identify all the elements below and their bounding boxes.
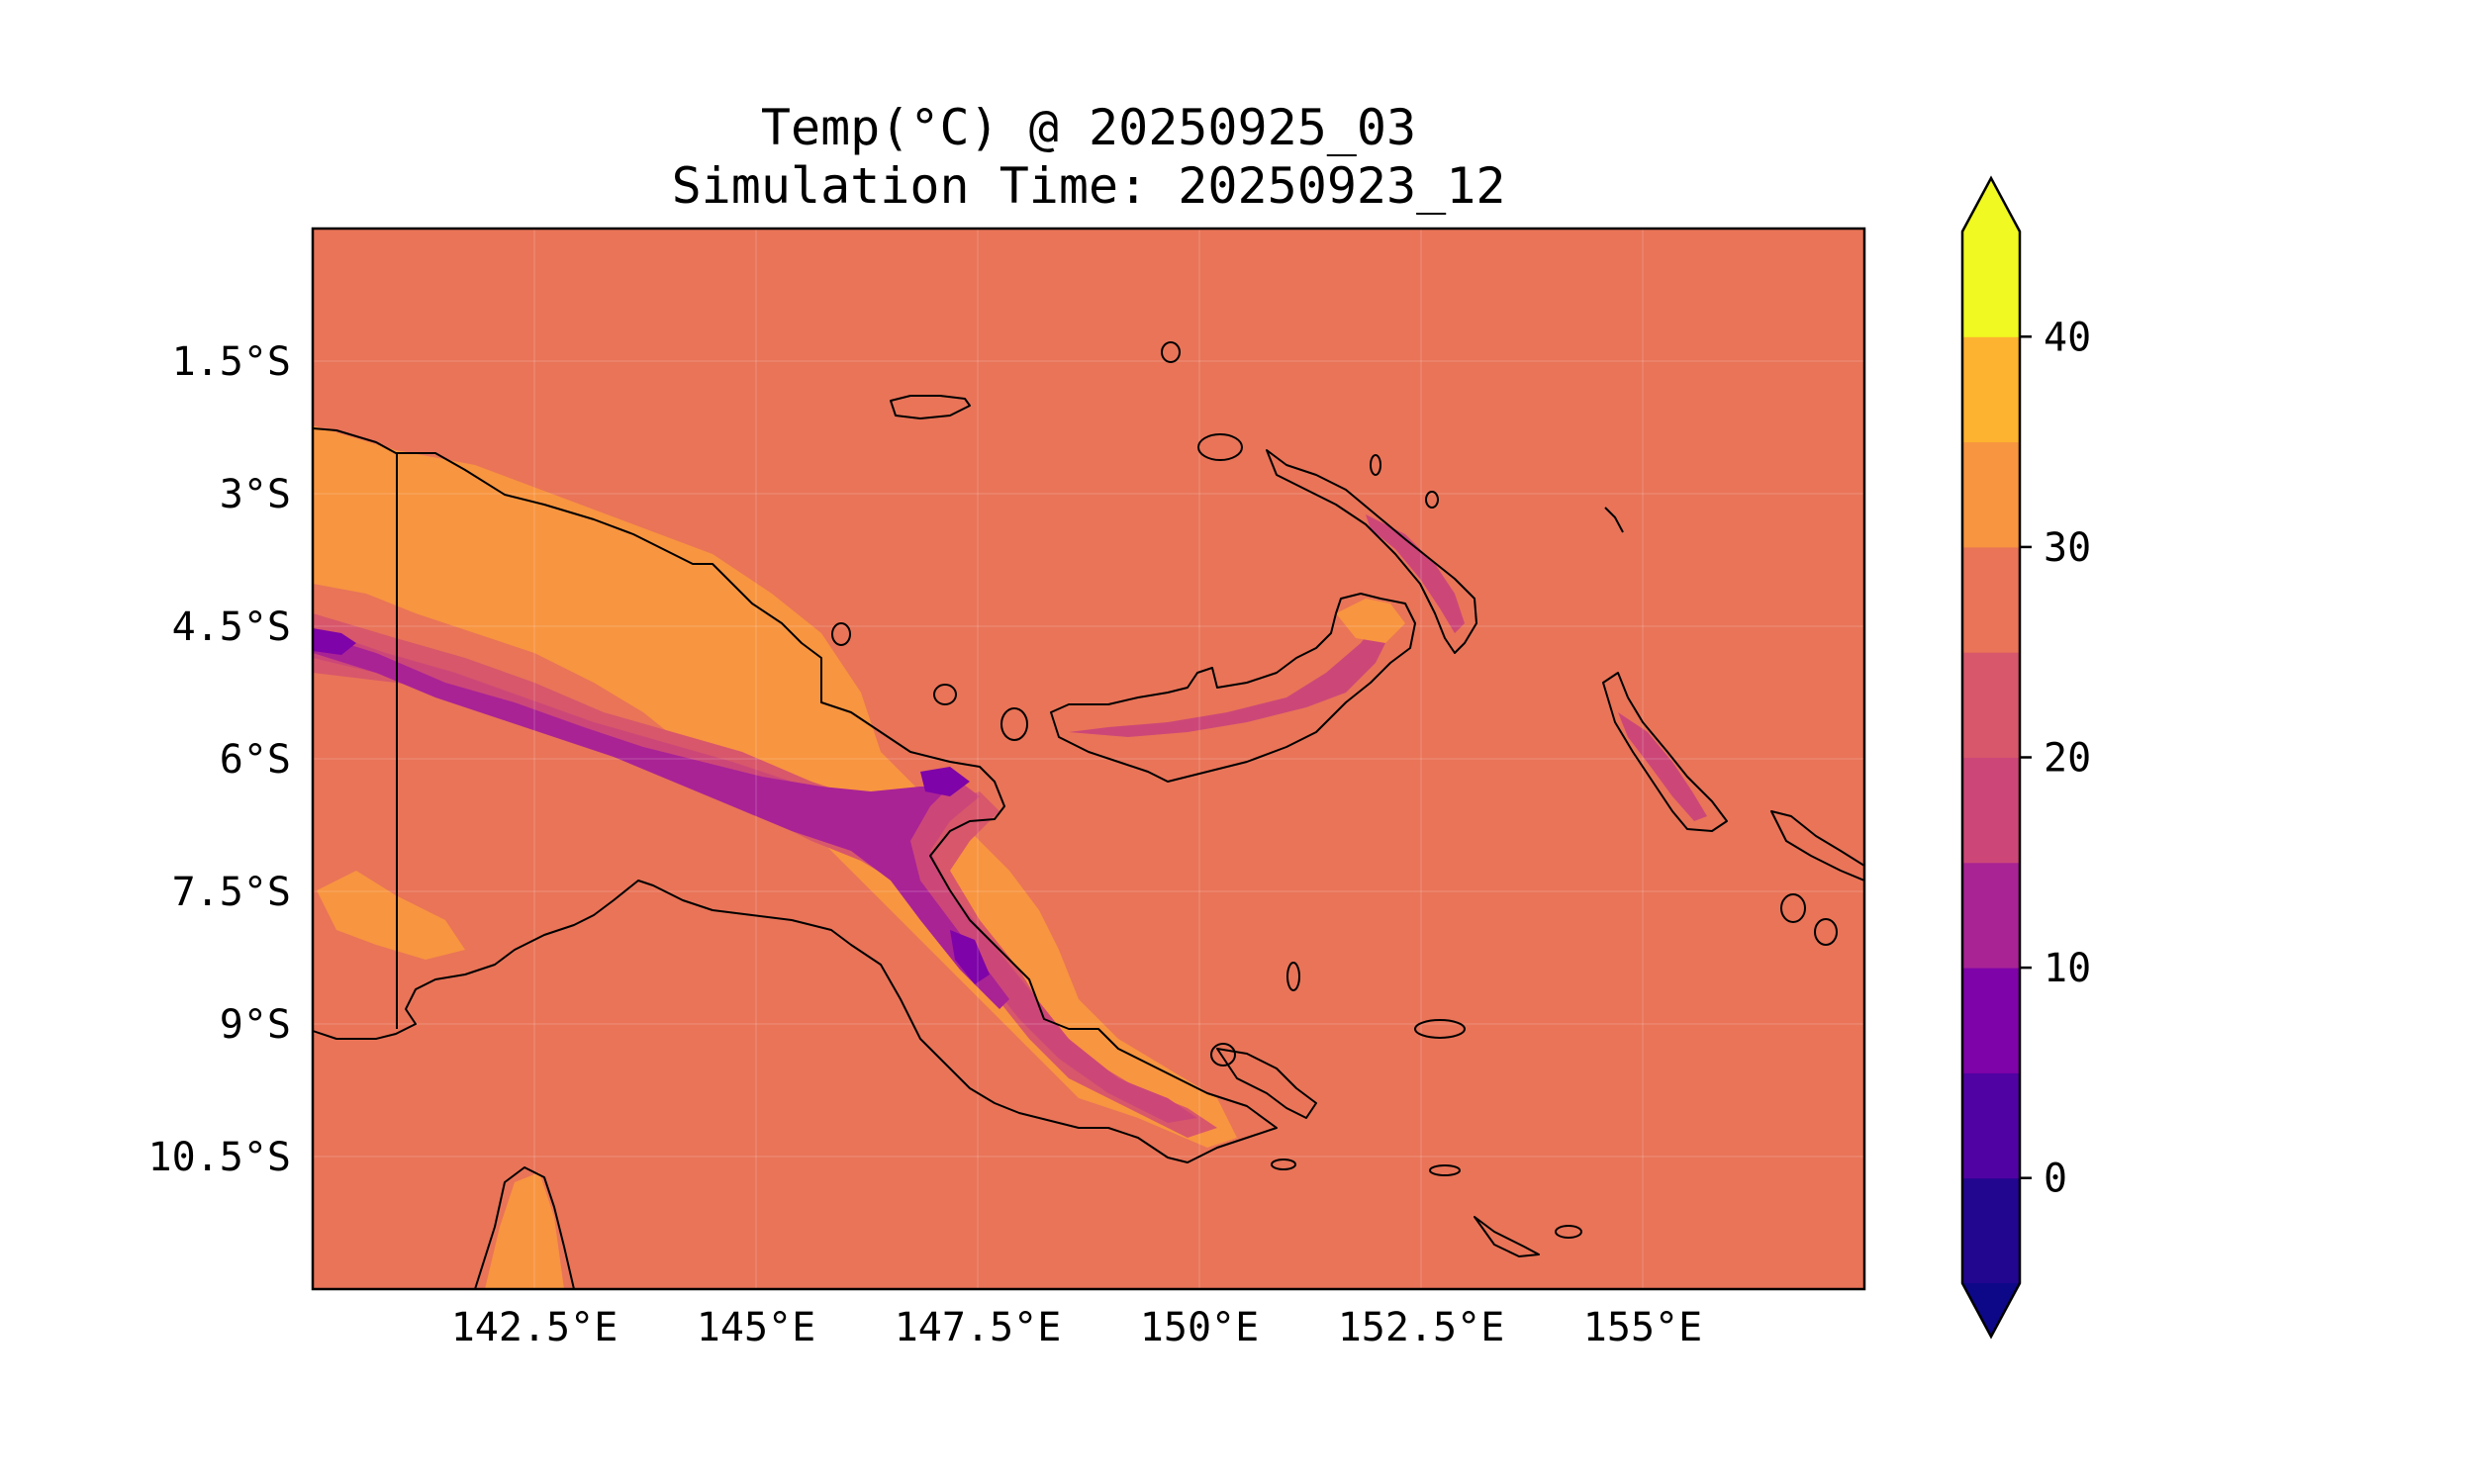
colorbar: 0 10 20 30 40 xyxy=(1960,175,2091,1340)
bougainville-coast xyxy=(1602,672,1728,832)
x-tick-label: 142.5°E xyxy=(451,1305,618,1350)
x-tick-label: 152.5°E xyxy=(1338,1305,1505,1350)
colorbar-segment xyxy=(1962,441,2020,548)
colorbar-outline xyxy=(1960,175,2022,1340)
y-tick-label: 3°S xyxy=(220,472,291,517)
bougainville-temp xyxy=(1618,712,1707,821)
island-2 xyxy=(1197,433,1243,461)
island-5 xyxy=(933,684,957,705)
y-tick-labels: 1.5°S 3°S 4.5°S 6°S 7.5°S 9°S 10.5°S xyxy=(148,339,292,1180)
louisiade-coast xyxy=(1474,1216,1540,1257)
coastlines xyxy=(313,341,1864,1289)
map-title: Temp(°C) @ 20250925_03 xyxy=(760,99,1417,156)
x-tick-label: 155°E xyxy=(1583,1305,1702,1350)
colorbar-tick-label: 0 xyxy=(2044,1157,2067,1202)
colorbar-segment xyxy=(1962,232,2020,337)
newireland-temp xyxy=(1366,514,1465,633)
temp-band-5-10-c xyxy=(950,930,990,984)
map-frame xyxy=(311,227,1866,1291)
island-11 xyxy=(1814,918,1838,946)
x-tick-label: 147.5°E xyxy=(895,1305,1062,1350)
newbritain-coast xyxy=(1050,593,1416,783)
map-background xyxy=(313,229,1864,1289)
island-3 xyxy=(1425,491,1439,509)
manus-coast xyxy=(890,395,971,419)
island-14 xyxy=(1271,1159,1296,1170)
y-tick-label: 9°S xyxy=(220,1002,291,1048)
island-8 xyxy=(1414,1019,1466,1039)
island-6 xyxy=(1000,707,1028,741)
colorbar-tick-label: 10 xyxy=(2044,946,2091,991)
y-tick-label: 10.5°S xyxy=(148,1135,292,1180)
colorbar-segment xyxy=(1962,546,2020,653)
colorbar-segment xyxy=(1962,968,2020,1073)
island-15 xyxy=(1780,893,1806,923)
newguinea-north-coast xyxy=(313,427,1278,1163)
x-tick-label: 145°E xyxy=(697,1305,815,1350)
newireland-coast xyxy=(1266,449,1477,654)
temperature-field xyxy=(313,425,1707,1289)
map-gridlines xyxy=(313,229,1864,1289)
x-tick-label: 150°E xyxy=(1140,1305,1259,1350)
colorbar-segment xyxy=(1962,862,2020,969)
island-13 xyxy=(1429,1164,1461,1176)
temp-band-5-10-b xyxy=(920,767,970,796)
solomon-coast xyxy=(1770,810,1864,881)
colorbar-segment xyxy=(1962,652,2020,758)
island-10 xyxy=(1210,1043,1236,1067)
temp-band-30-35-cape xyxy=(485,1172,564,1289)
temp-band-30-35-south xyxy=(317,871,465,960)
colorbar-tick-label: 40 xyxy=(2044,315,2091,360)
cape-york-coast xyxy=(474,1166,575,1289)
colorbar-segment xyxy=(1962,336,2020,443)
dentrecasteaux-coast xyxy=(1216,1048,1317,1119)
island-16 xyxy=(1604,507,1624,533)
island-12 xyxy=(1555,1225,1582,1239)
island-7 xyxy=(831,622,851,646)
y-tick-label: 4.5°S xyxy=(172,604,291,650)
colorbar-segment xyxy=(1962,1072,2020,1179)
y-tick-label: 6°S xyxy=(220,737,291,783)
colorbar-tick-label: 20 xyxy=(2044,736,2091,782)
y-tick-label: 1.5°S xyxy=(172,339,291,385)
newbritain-temp-b xyxy=(1336,599,1405,643)
temp-band-5-10 xyxy=(313,628,356,655)
newbritain-temp xyxy=(1069,618,1390,737)
x-tick-labels: 142.5°E 145°E 147.5°E 150°E 152.5°E 155°E xyxy=(451,1305,1703,1350)
island-1 xyxy=(1161,341,1181,363)
island-9 xyxy=(1286,962,1300,991)
colorbar-extend-over xyxy=(1962,178,2020,232)
colorbar-extend-under xyxy=(1962,1283,2020,1337)
colorbar-tick-label: 30 xyxy=(2044,525,2091,571)
colorbar-segment xyxy=(1962,1177,2020,1284)
colorbar-segment xyxy=(1962,757,2020,864)
y-tick-label: 7.5°S xyxy=(172,870,291,915)
temp-band-10-15 xyxy=(313,633,1009,1009)
map-subtitle: Simulation Time: 20250923_12 xyxy=(671,157,1506,215)
island-4 xyxy=(1370,454,1381,476)
